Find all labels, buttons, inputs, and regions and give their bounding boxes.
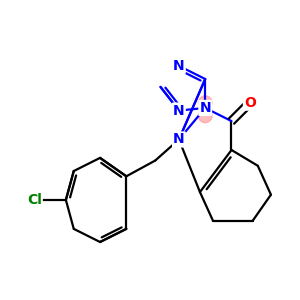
Text: Cl: Cl [27, 193, 42, 207]
Text: N: N [173, 59, 185, 73]
Text: N: N [173, 133, 185, 146]
Text: O: O [244, 96, 256, 110]
Circle shape [198, 109, 212, 123]
Circle shape [198, 96, 212, 110]
Text: N: N [200, 101, 211, 115]
Text: N: N [173, 103, 185, 118]
